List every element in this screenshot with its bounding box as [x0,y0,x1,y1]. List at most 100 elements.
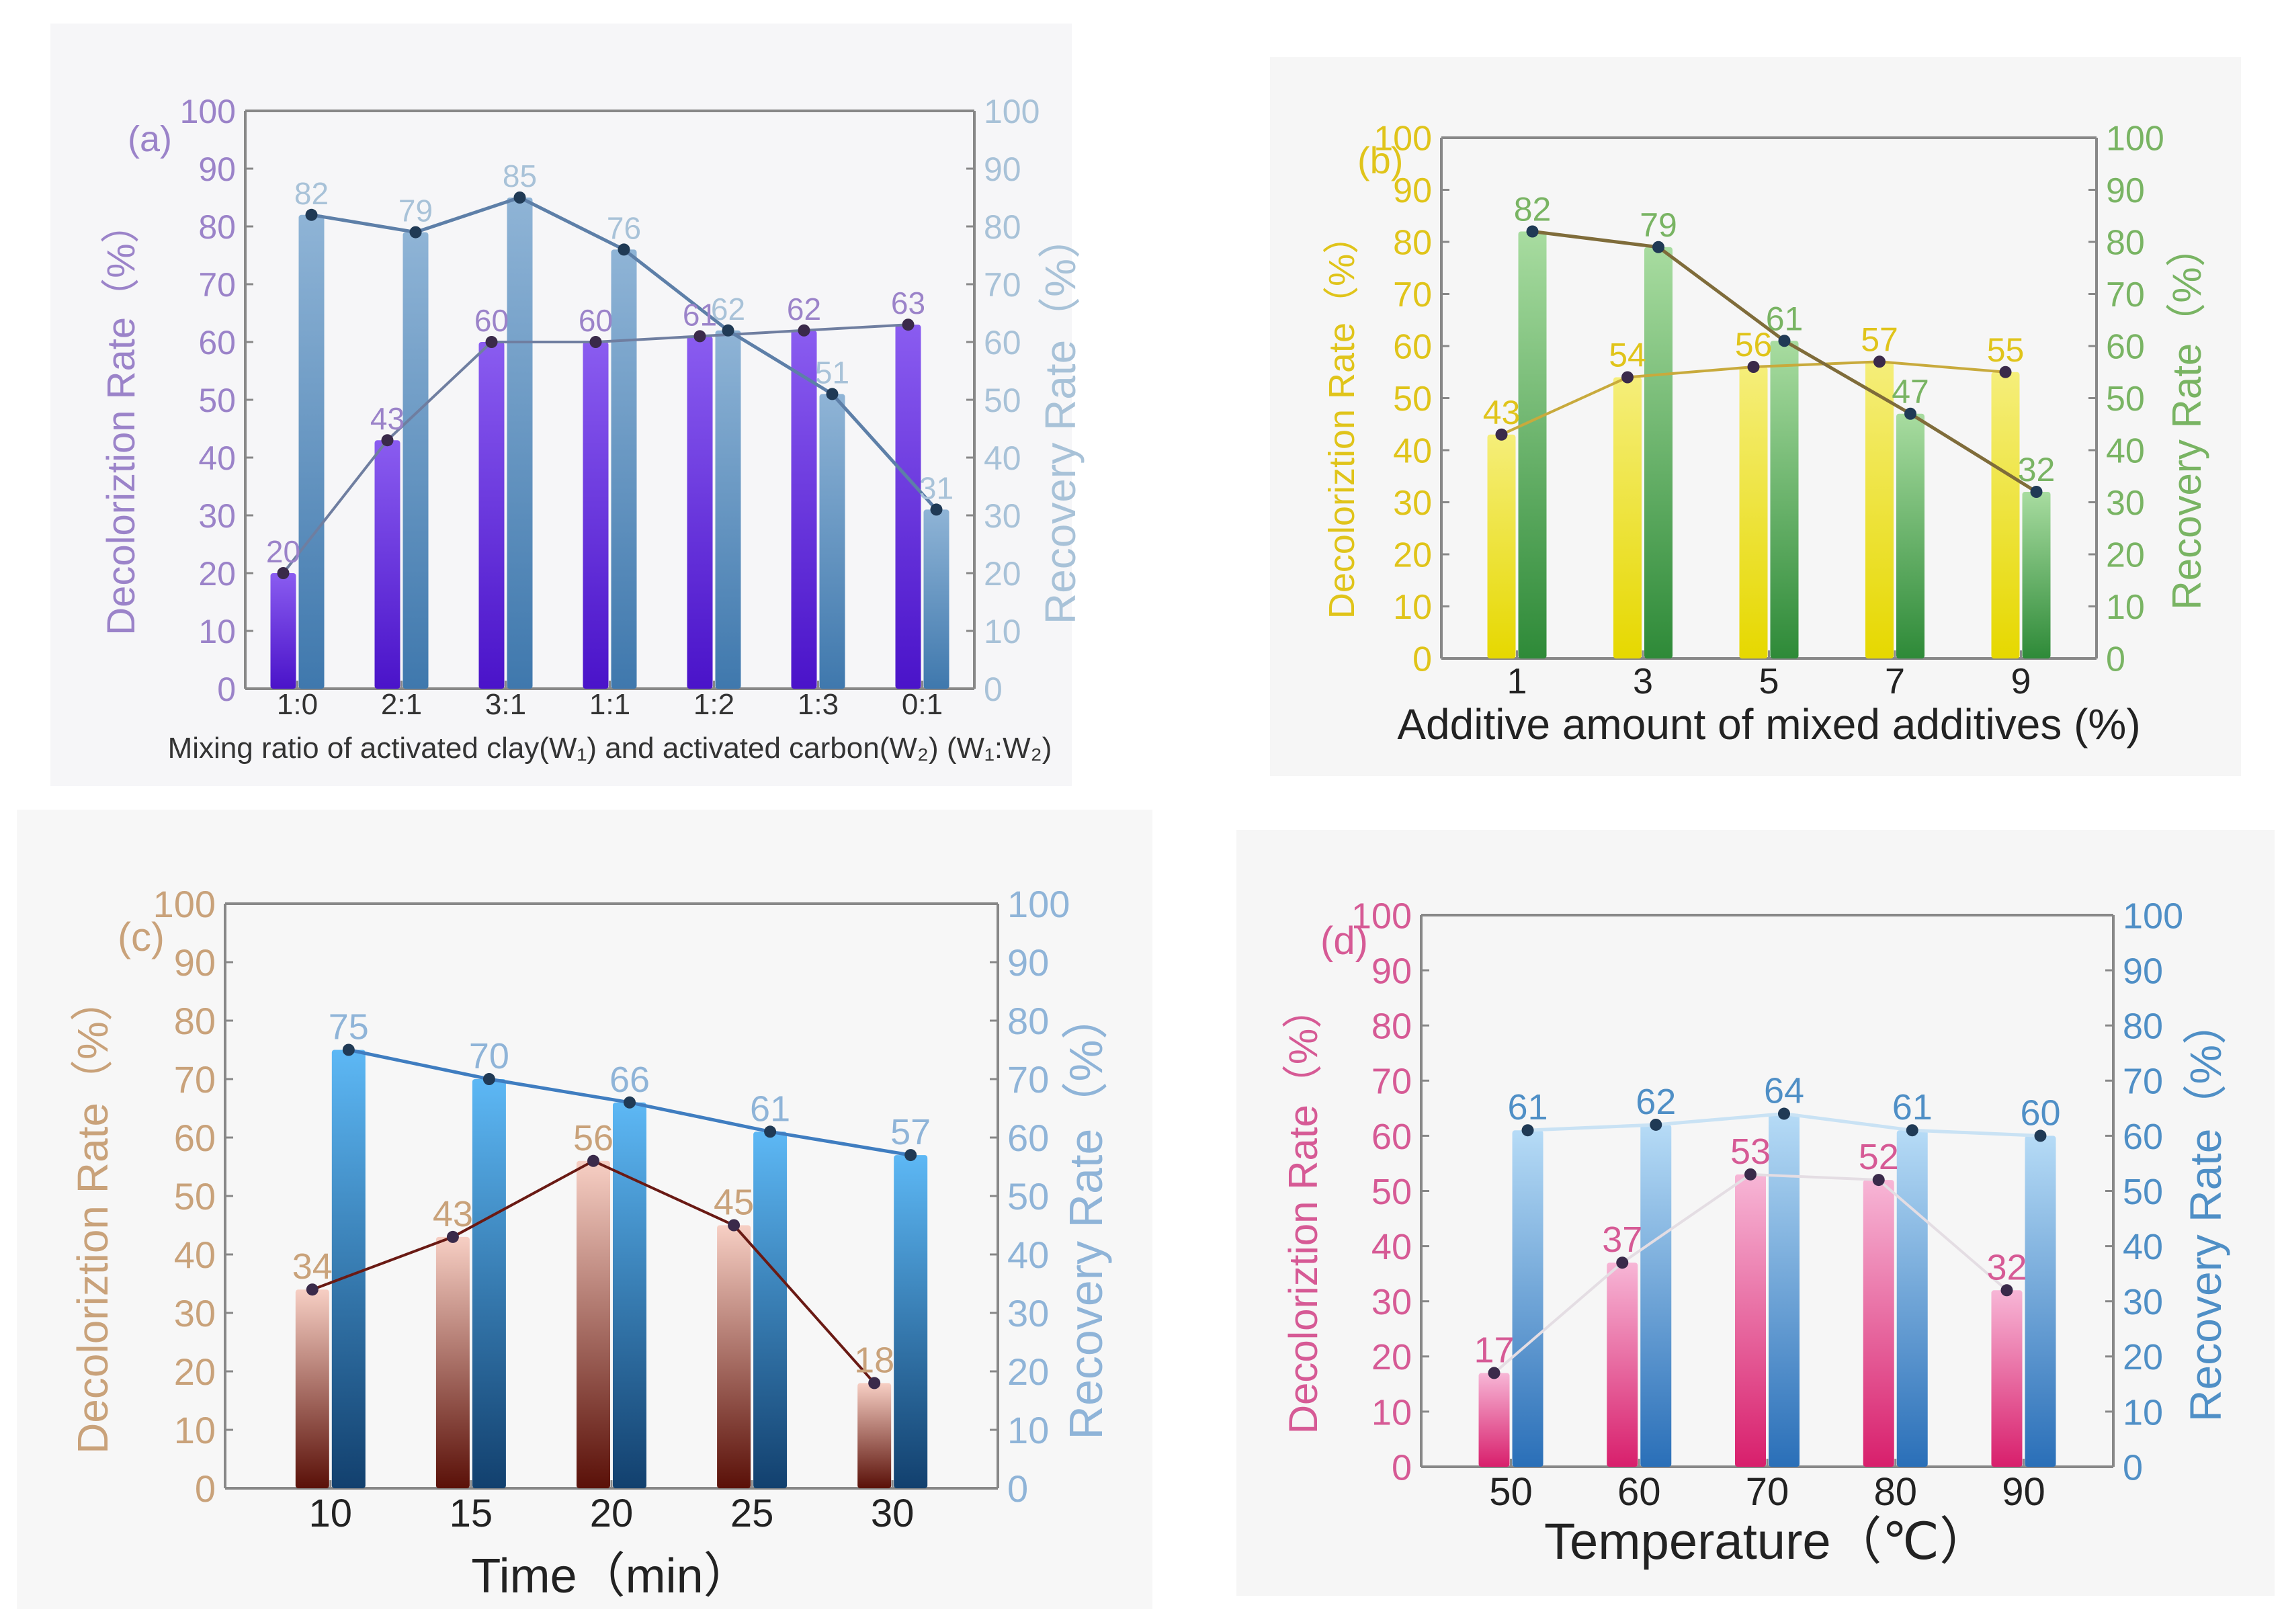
y-axis-title-left: Decoloriztion Rate（%） [69,978,117,1454]
point-recovery [1906,1124,1918,1137]
left-tick-label: 10 [1371,1392,1412,1433]
x-tick-label: 80 [1873,1470,1917,1514]
data-label-decolorization: 54 [1609,337,1646,374]
x-axis-title: Mixing ratio of activated clay(W₁) and a… [168,732,1052,765]
right-tick-label: 0 [1007,1467,1028,1510]
right-tick-label: 40 [1007,1234,1049,1276]
x-tick-label: 3:1 [485,688,526,721]
data-label-recovery: 79 [1640,206,1677,244]
bar-decolorization [478,342,505,689]
left-tick-label: 70 [1393,275,1432,314]
bar-decolorization [1735,1174,1766,1467]
data-label-decolorization: 45 [714,1183,754,1223]
left-tick-label: 60 [1371,1117,1412,1157]
x-tick-label: 50 [1489,1470,1533,1514]
left-tick-label: 20 [174,1351,216,1393]
left-tick-label: 40 [198,439,236,477]
right-tick-label: 70 [1007,1058,1049,1101]
x-tick-label: 0:1 [902,688,943,721]
left-tick-label: 100 [180,93,236,130]
data-label-recovery: 57 [890,1112,931,1152]
bar-decolorization [1991,1290,2023,1467]
point-recovery [513,191,526,204]
point-recovery [618,243,630,256]
right-tick-label: 80 [984,208,1021,246]
right-tick-label: 20 [2106,536,2145,575]
point-recovery [409,226,422,239]
left-tick-label: 80 [1393,224,1432,263]
data-label-recovery: 64 [1764,1071,1804,1111]
data-label-decolorization: 57 [1861,320,1898,358]
point-recovery [624,1096,636,1109]
data-label-decolorization: 52 [1859,1137,1899,1177]
x-tick-label: 30 [871,1492,915,1535]
x-tick-label: 15 [450,1492,493,1535]
bar-decolorization [270,573,296,689]
x-tick-label: 90 [2002,1470,2045,1514]
bar-decolorization [857,1383,892,1488]
right-tick-label: 20 [2123,1337,2163,1377]
left-tick-label: 100 [1373,120,1432,159]
x-tick-label: 60 [1617,1470,1661,1514]
point-recovery [1778,335,1791,347]
left-tick-label: 0 [217,671,236,708]
point-decolorization [306,1283,319,1296]
point-decolorization [728,1219,741,1232]
point-recovery [1526,225,1539,238]
data-label-decolorization: 43 [433,1194,473,1234]
right-tick-label: 40 [2123,1227,2163,1267]
data-label-decolorization: 43 [370,401,405,436]
data-label-decolorization: 61 [683,297,717,332]
bar-recovery [507,198,533,689]
left-tick-label: 10 [1393,588,1432,627]
bar-decolorization [1487,434,1516,658]
bar-recovery [611,249,637,689]
x-tick-label: 1 [1507,661,1527,701]
chart-panel-c: 0 0 10 10 20 20 30 30 40 40 50 50 60 60 70 70 80 80 90 90 10… [17,810,1152,1609]
left-tick-label: 60 [198,324,236,361]
right-tick-label: 40 [984,439,1021,477]
bar-recovery [1518,231,1547,658]
point-recovery [826,388,839,400]
data-label-decolorization: 55 [1987,331,2025,369]
right-tick-label: 30 [2123,1282,2163,1322]
right-tick-label: 60 [2123,1117,2163,1157]
right-tick-label: 50 [1007,1175,1049,1217]
bar-recovery [819,394,845,689]
point-decolorization [693,330,706,343]
right-tick-label: 10 [2123,1392,2163,1433]
data-label-decolorization: 34 [292,1246,333,1287]
right-tick-label: 60 [2106,328,2145,367]
point-decolorization [868,1377,881,1390]
left-tick-label: 30 [198,497,236,535]
right-tick-label: 100 [984,93,1040,130]
data-label-recovery: 47 [1892,373,1929,411]
data-label-decolorization: 60 [474,303,509,338]
bar-recovery [1769,1113,1800,1467]
point-recovery [1650,1118,1662,1131]
bar-recovery [1896,1130,1928,1467]
point-recovery [764,1125,777,1138]
bar-decolorization [1739,367,1768,658]
bar-recovery [1640,1124,1672,1467]
bar-decolorization [1613,377,1642,658]
point-decolorization [1621,371,1634,384]
bar-decolorization [295,1289,329,1488]
right-tick-label: 80 [1007,1000,1049,1042]
data-label-recovery: 61 [750,1088,790,1129]
right-tick-label: 60 [1007,1117,1049,1159]
bar-decolorization [374,440,400,689]
right-tick-label: 20 [1007,1351,1049,1393]
x-tick-label: 5 [1759,661,1779,701]
left-tick-label: 30 [1393,484,1432,523]
right-tick-label: 20 [984,555,1021,593]
data-label-decolorization: 17 [1474,1330,1514,1370]
bar-recovery [1770,341,1799,658]
right-tick-label: 70 [2123,1062,2163,1102]
right-tick-label: 100 [2123,896,2183,936]
data-label-recovery: 60 [2020,1093,2060,1133]
left-tick-label: 0 [1412,640,1432,679]
data-label-decolorization: 20 [266,534,300,569]
x-axis-title: Temperature（℃） [1544,1513,1990,1570]
x-tick-label: 9 [2011,661,2031,701]
